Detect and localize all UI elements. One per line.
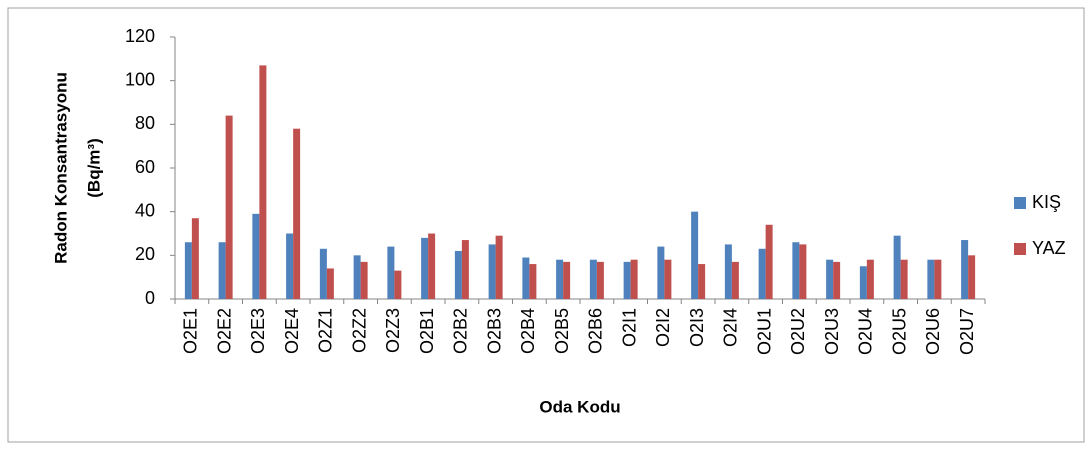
x-tick-label: O2U2 [788,308,808,355]
bar [900,259,908,299]
x-tick-label: O2E1 [181,308,201,354]
bar [826,259,834,299]
x-tick-label: O2Z3 [383,308,403,353]
bar [698,264,706,299]
x-tick-label: O2U7 [957,308,977,355]
bar [293,128,301,299]
bar [866,259,874,299]
x-tick-label: O2E3 [248,308,268,354]
bar [731,261,739,299]
bar [252,213,260,299]
x-tick-label: O2U5 [889,308,909,355]
bar [428,233,436,299]
bar [893,235,901,299]
bar [225,115,233,299]
bar [758,248,766,299]
y-tick-label: 120 [125,26,155,46]
bar [563,261,571,299]
bar [799,244,807,299]
legend-label: KIŞ [1032,192,1061,212]
bar [360,261,368,299]
bar [218,242,226,299]
bar [664,259,672,299]
bar [765,224,773,299]
bar [927,259,935,299]
x-tick-label: O2U6 [923,308,943,355]
x-tick-label: O2Z1 [316,308,336,353]
x-tick-label: O2B3 [484,308,504,354]
x-tick-label: O2B2 [451,308,471,354]
bar [522,257,530,299]
bar [833,261,841,299]
bar [353,255,361,299]
x-tick-label: O2U3 [822,308,842,355]
x-tick-label: O2B5 [552,308,572,354]
bar [326,268,334,299]
y-tick-label: 80 [135,113,155,133]
bar [859,266,867,299]
bar [495,235,503,299]
x-tick-label: O2Z2 [349,308,369,353]
bar [488,244,496,299]
legend-swatch [1014,243,1026,255]
x-tick-label: O2I2 [653,308,673,347]
x-tick-label: O2B6 [586,308,606,354]
x-tick-label: O2B4 [518,308,538,354]
x-tick-label: O2I3 [687,308,707,347]
bar [454,250,462,299]
bar [657,246,665,299]
bar [286,233,294,299]
bar [596,261,604,299]
bar [792,242,800,299]
x-tick-label: O2U1 [754,308,774,355]
x-tick-label: O2E4 [282,308,302,354]
bar [461,240,469,299]
x-tick-label: O2I4 [721,308,741,347]
y-axis-title: Radon Konsantrasyonu [51,72,70,264]
y-tick-label: 100 [125,69,155,89]
x-tick-label: O2E2 [214,308,234,354]
bar [589,259,597,299]
legend-swatch [1014,197,1026,209]
bar [630,259,638,299]
legend-label: YAZ [1032,238,1066,258]
bar [394,270,402,299]
bar [724,244,732,299]
bar [387,246,395,299]
bar [191,218,199,299]
bar [421,237,429,299]
bar [623,261,631,299]
bar [184,242,192,299]
bar [691,211,699,299]
bar [968,255,976,299]
bar [319,248,327,299]
x-axis-title: Oda Kodu [539,397,620,416]
x-tick-label: O2I1 [619,308,639,347]
bar [259,65,267,299]
y-tick-label: 0 [145,288,155,308]
x-tick-label: O2U4 [856,308,876,355]
chart-frame [7,7,1085,443]
bar [961,240,969,299]
bar [934,259,942,299]
y-tick-label: 60 [135,157,155,177]
y-axis-title: (Bq/m³) [84,138,103,197]
bar [529,264,537,299]
bar [556,259,564,299]
x-tick-label: O2B1 [417,308,437,354]
y-tick-label: 40 [135,200,155,220]
y-tick-label: 20 [135,244,155,264]
